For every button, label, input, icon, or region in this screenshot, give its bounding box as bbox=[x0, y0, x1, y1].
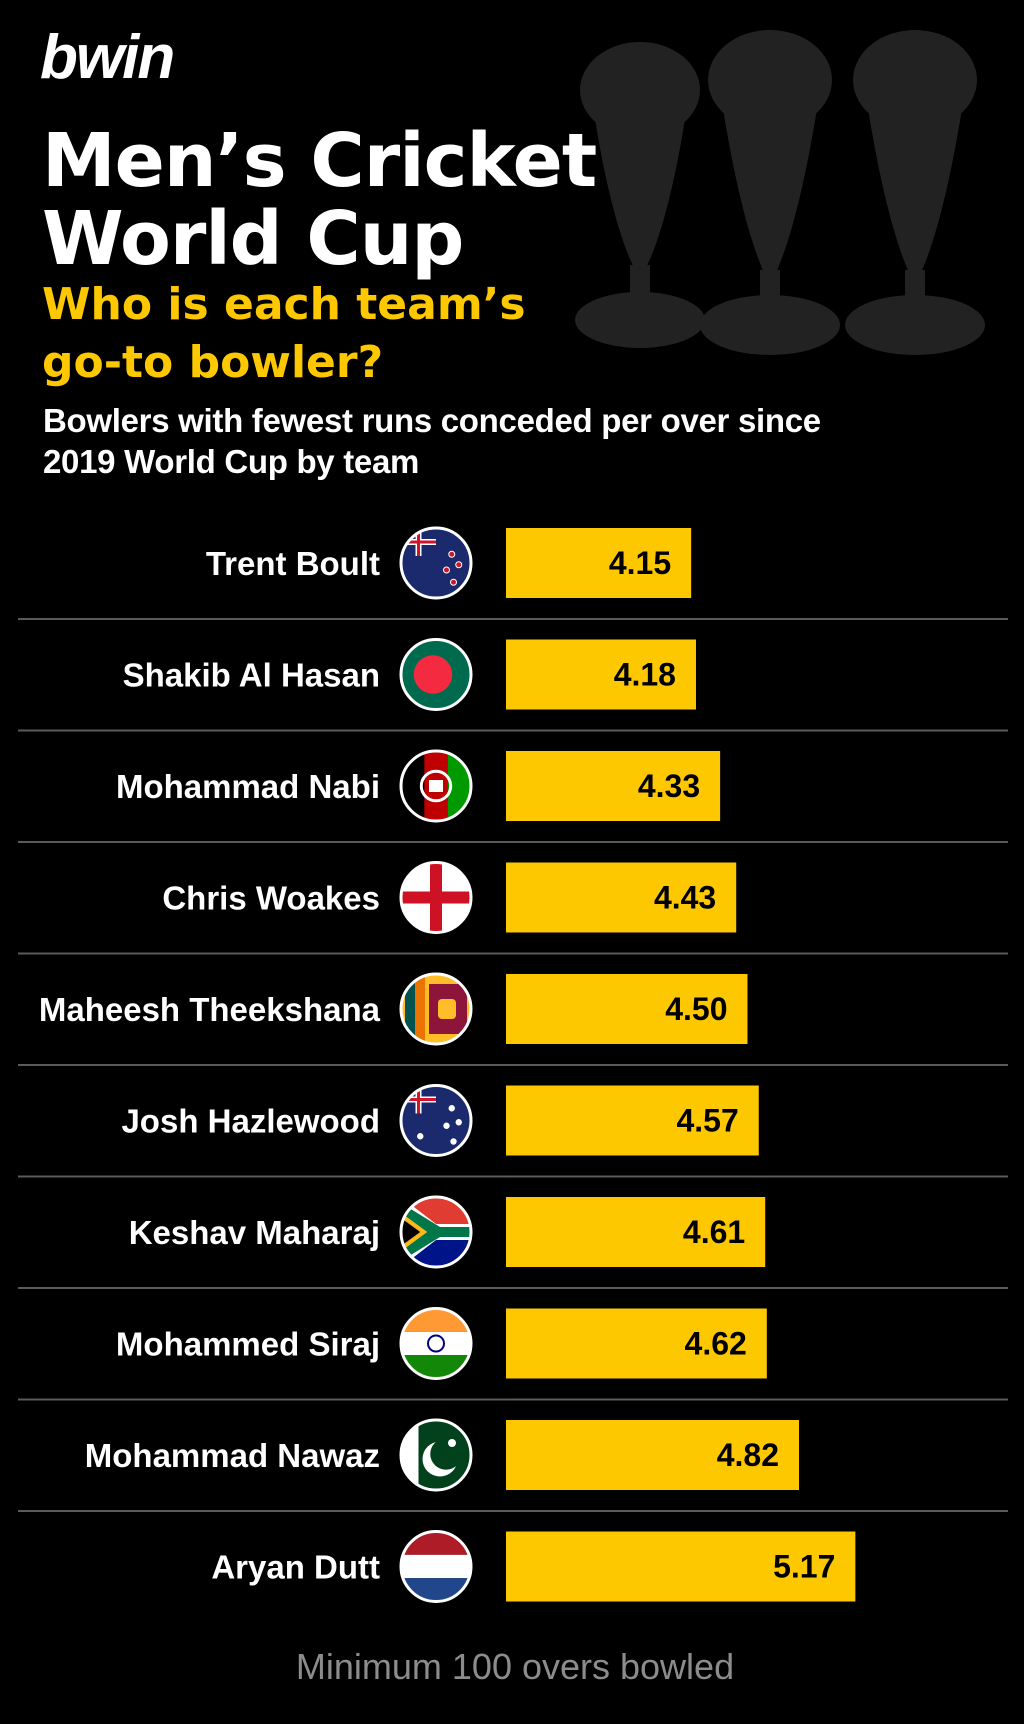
chart-row: Aryan Dutt 5.17 bbox=[211, 1530, 856, 1603]
flag-ring bbox=[399, 1195, 473, 1269]
economy-value-label: 4.33 bbox=[638, 768, 700, 804]
chart-description: Bowlers with fewest runs conceded per ov… bbox=[43, 400, 943, 482]
chart-row: Shakib Al Hasan 4.18 bbox=[18, 638, 1008, 732]
player-name-label: Chris Woakes bbox=[162, 880, 380, 917]
england-flag-icon bbox=[401, 862, 471, 933]
player-name-label: Shakib Al Hasan bbox=[123, 657, 380, 694]
flag-ring bbox=[399, 638, 473, 711]
chart-row: Mohammad Nawaz 4.82 bbox=[18, 1418, 1008, 1512]
pakistan-flag-icon bbox=[401, 1420, 471, 1490]
chart-row: Josh Hazlewood 4.57 bbox=[18, 1084, 1008, 1178]
chart-row: Keshav Maharaj 4.61 bbox=[18, 1195, 1008, 1289]
flag-ring bbox=[399, 1530, 473, 1603]
economy-bar bbox=[506, 528, 692, 598]
footnote: Minimum 100 overs bowled bbox=[295, 1646, 735, 1687]
trophy-silhouettes bbox=[575, 30, 985, 355]
new-zealand-flag-icon bbox=[401, 528, 471, 598]
flag-ring bbox=[399, 972, 473, 1046]
economy-bar bbox=[506, 639, 696, 710]
economy-bar bbox=[506, 974, 748, 1044]
economy-value-label: 4.61 bbox=[683, 1214, 745, 1250]
player-name-label: Josh Hazlewood bbox=[121, 1103, 380, 1140]
economy-bar bbox=[506, 1531, 856, 1602]
sri-lanka-flag-icon bbox=[401, 974, 471, 1044]
bwin-logo: bwin bbox=[40, 23, 175, 92]
subtitle-line-1: Who is each team’s bbox=[42, 279, 526, 330]
economy-bar bbox=[506, 1420, 800, 1490]
economy-bar bbox=[506, 751, 721, 821]
economy-value-label: 4.15 bbox=[609, 545, 671, 581]
bangladesh-flag-icon bbox=[401, 639, 471, 710]
player-name-label: Keshav Maharaj bbox=[129, 1214, 380, 1251]
flag-ring bbox=[399, 526, 473, 600]
economy-value-label: 4.62 bbox=[685, 1326, 747, 1362]
player-name-label: Aryan Dutt bbox=[211, 1549, 380, 1586]
economy-value-label: 4.57 bbox=[676, 1103, 738, 1139]
trophy-icon bbox=[575, 42, 705, 348]
trophy-icon bbox=[845, 30, 985, 355]
title-line-1: Men’s Cricket bbox=[42, 118, 597, 204]
economy-value-label: 4.43 bbox=[654, 880, 716, 916]
player-name-label: Mohammad Nabi bbox=[116, 768, 380, 805]
page-title: Men’s Cricket World Cup bbox=[42, 122, 822, 278]
economy-value-label: 4.50 bbox=[665, 991, 727, 1027]
economy-bar bbox=[506, 1085, 759, 1156]
economy-value-label: 4.18 bbox=[614, 657, 676, 693]
player-name-label: Mohammad Nawaz bbox=[85, 1437, 380, 1474]
page-subtitle: Who is each team’s go-to bowler? bbox=[42, 276, 742, 392]
flag-ring bbox=[399, 749, 473, 823]
flag-ring bbox=[399, 1418, 473, 1492]
chart-row: Maheesh Theekshana 4.50 bbox=[18, 972, 1008, 1066]
chart-row: Mohammed Siraj 4.62 bbox=[18, 1307, 1008, 1401]
economy-bar bbox=[506, 1308, 767, 1379]
chart-row: Trent Boult 4.15 bbox=[18, 526, 1008, 620]
chart-row: Mohammad Nabi 4.33 bbox=[18, 749, 1008, 843]
title-line-2: World Cup bbox=[42, 196, 464, 282]
subtitle-line-2: go-to bowler? bbox=[42, 337, 384, 388]
player-name-label: Maheesh Theekshana bbox=[39, 991, 381, 1028]
flag-ring bbox=[399, 1307, 473, 1380]
flag-ring bbox=[399, 1084, 473, 1157]
player-name-label: Trent Boult bbox=[206, 545, 380, 582]
player-name-label: Mohammed Siraj bbox=[116, 1326, 380, 1363]
trophy-icon bbox=[700, 30, 840, 355]
description-line-2: 2019 World Cup by team bbox=[43, 443, 420, 480]
description-line-1: Bowlers with fewest runs conceded per ov… bbox=[43, 402, 821, 439]
chart-row: Chris Woakes 4.43 bbox=[18, 861, 1008, 955]
economy-value-label: 5.17 bbox=[773, 1549, 835, 1585]
economy-bar bbox=[506, 1197, 766, 1267]
flag-ring bbox=[399, 861, 473, 934]
economy-value-label: 4.82 bbox=[717, 1437, 779, 1473]
economy-bar bbox=[506, 862, 737, 933]
